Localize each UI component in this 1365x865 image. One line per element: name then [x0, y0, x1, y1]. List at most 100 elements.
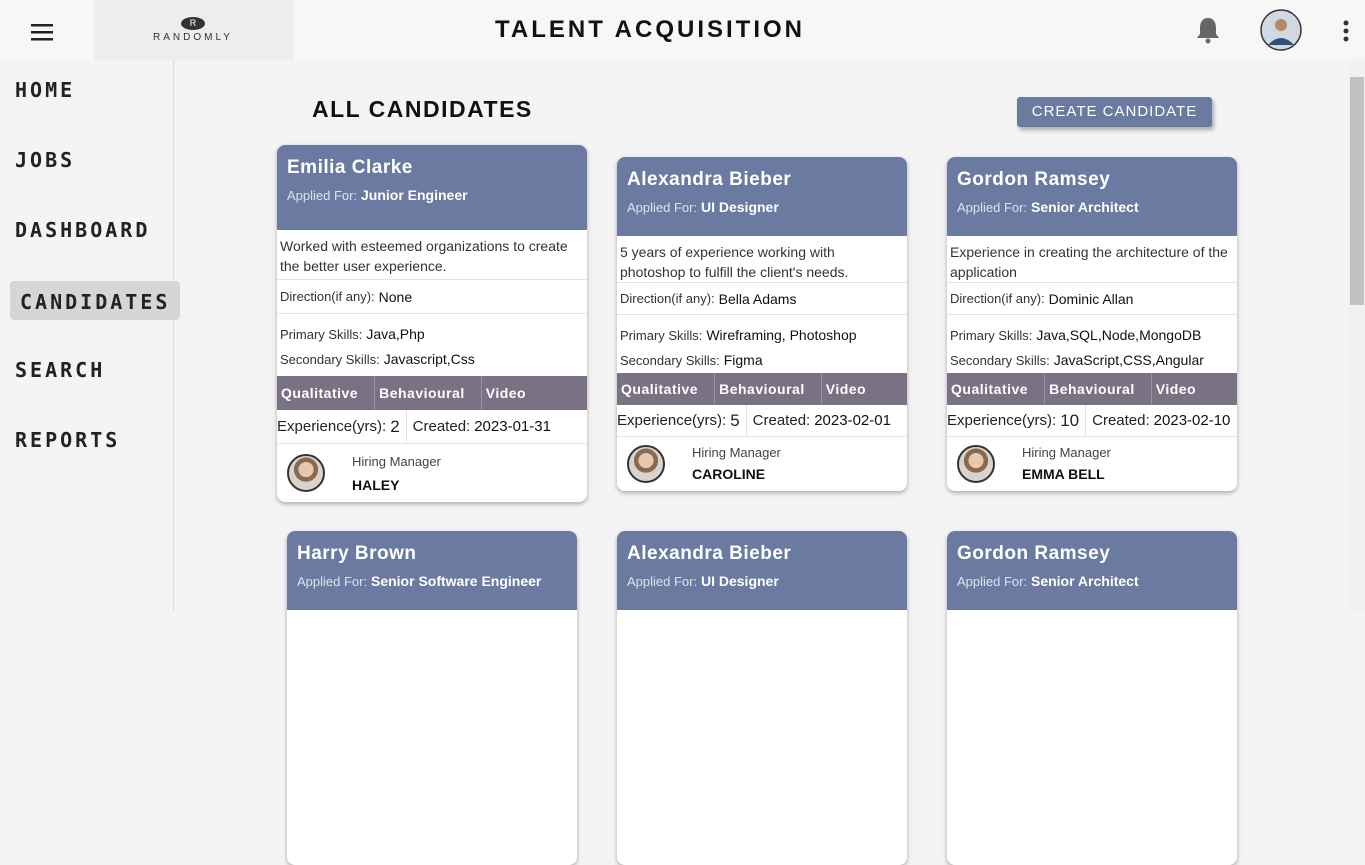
secondary-skills: Secondary Skills: Javascript,Css	[280, 347, 584, 372]
nav-item[interactable]: DASHBOARD	[15, 218, 151, 242]
direction-label: Direction(if any):	[620, 291, 715, 306]
tab[interactable]: Qualitative	[617, 373, 716, 405]
direction-label: Direction(if any):	[280, 289, 375, 304]
applied-for: Applied For: UI Designer	[627, 199, 897, 215]
manager-name: EMMA BELL	[1022, 466, 1105, 482]
skills: Primary Skills: Java,SQL,Node,MongoDB Seco…	[947, 315, 1237, 373]
card-header: Emilia Clarke Applied For: Junior Enginee…	[277, 145, 587, 230]
tab[interactable]: Behavioural	[715, 373, 822, 405]
secondary-skills: Secondary Skills: Figma	[620, 348, 904, 373]
menu-button[interactable]	[31, 24, 53, 42]
direction: Direction(if any): None	[277, 280, 587, 314]
applied-for-label: Applied For:	[627, 574, 698, 589]
notifications[interactable]	[1195, 16, 1221, 44]
tab[interactable]: Behavioural	[375, 376, 482, 410]
secondary-skills: Secondary Skills: JavaScript,CSS,Angular	[950, 348, 1234, 373]
manager-name: HALEY	[352, 477, 400, 493]
applied-for: Applied For: Senior Software Engineer	[297, 573, 567, 589]
tab[interactable]: Qualitative	[947, 373, 1046, 405]
candidate-card[interactable]: Alexandra Bieber Applied For: UI Designer…	[617, 157, 907, 491]
applied-for: Applied For: Senior Architect	[957, 573, 1227, 589]
nav-item[interactable]: SEARCH	[15, 358, 106, 382]
description: 5 years of experience working with photo…	[617, 236, 907, 283]
manager-role: Hiring Manager	[352, 454, 441, 469]
experience-row: Experience(yrs): 2 Created: 2023-01-31	[277, 410, 587, 444]
create-button[interactable]: CREATE CANDIDATE	[1017, 97, 1212, 127]
nav-item[interactable]: HOME	[15, 78, 76, 102]
applied-for-label: Applied For:	[627, 200, 698, 215]
tab[interactable]: Qualitative	[277, 376, 376, 410]
created-value: 2023-02-01	[814, 412, 891, 429]
card-header: Alexandra Bieber Applied For: UI Designer	[617, 531, 907, 610]
manager-avatar	[627, 445, 665, 483]
applied-for-label: Applied For:	[287, 188, 358, 203]
sidebar	[0, 60, 174, 611]
nav-item[interactable]: REPORTS	[15, 428, 121, 452]
primary-skills: Primary Skills: Wireframing, Photoshop	[620, 323, 904, 348]
candidate-name: Gordon Ramsey	[957, 543, 1111, 564]
candidate-card[interactable]: Gordon Ramsey Applied For: Senior Archite…	[947, 531, 1237, 865]
direction-value: None	[378, 288, 413, 305]
primary-skills-value: Java,Php	[366, 326, 425, 342]
nav-item[interactable]: CANDIDATES	[10, 281, 181, 320]
experience-value: 10	[1060, 410, 1080, 430]
tab[interactable]: Video	[825, 381, 867, 397]
candidate-card[interactable]: Emilia Clarke Applied For: Junior Enginee…	[277, 145, 587, 502]
manager-avatar	[957, 445, 995, 483]
experience-value: 5	[730, 410, 740, 430]
direction-label: Direction(if any):	[950, 291, 1045, 306]
logo: RANDOMLY	[153, 32, 233, 43]
tab[interactable]: Video	[1155, 381, 1197, 397]
candidate-card[interactable]: Gordon Ramsey Applied For: Senior Archite…	[947, 157, 1237, 491]
skills: Primary Skills: Wireframing, Photoshop Sec…	[617, 315, 907, 373]
tab[interactable]: Behavioural	[1045, 373, 1152, 405]
page-title: ALL CANDIDATES	[312, 96, 533, 122]
direction-value: Dominic Allan	[1048, 290, 1134, 307]
secondary-skills-label: Secondary Skills:	[620, 353, 720, 368]
candidate-card[interactable]: Alexandra Bieber Applied For: UI Designer	[617, 531, 907, 865]
primary-skills-value: Java,SQL,Node,MongoDB	[1036, 327, 1202, 343]
created-label: Created:	[752, 412, 811, 429]
primary-skills-label: Primary Skills:	[950, 328, 1033, 343]
logo-mark: R	[181, 17, 205, 30]
separator	[1085, 405, 1087, 436]
applied-for: Applied For: Senior Architect	[957, 199, 1227, 215]
manager-role: Hiring Manager	[1022, 445, 1111, 460]
secondary-skills-label: Secondary Skills:	[950, 353, 1050, 368]
experience-value: 2	[390, 416, 400, 436]
applied-for-label: Applied For:	[297, 574, 368, 589]
created-value: 2023-02-10	[1153, 412, 1231, 429]
profile-avatar[interactable]	[1258, 9, 1304, 51]
top-bar: R RANDOMLY TALENT ACQUISITION	[0, 0, 1365, 60]
primary-skills: Primary Skills: Java,SQL,Node,MongoDB	[950, 323, 1234, 348]
candidate-name: Alexandra Bieber	[627, 169, 792, 190]
tab[interactable]: Video	[485, 385, 527, 401]
direction: Direction(if any): Dominic Allan	[947, 283, 1237, 315]
experience-row: Experience(yrs): 10 Created: 2023-02-10	[947, 405, 1237, 437]
secondary-skills-value: JavaScript,CSS,Angular	[1053, 352, 1204, 368]
more-menu[interactable]	[1342, 20, 1350, 42]
applied-for: Applied For: UI Designer	[627, 573, 897, 589]
candidate-card[interactable]: Harry Brown Applied For: Senior Software …	[287, 531, 577, 865]
experience-label: Experience(yrs):	[617, 412, 727, 429]
nav-item[interactable]: JOBS	[15, 148, 76, 172]
separator	[405, 410, 407, 443]
applied-for-value: Senior Architect	[1030, 573, 1139, 589]
applied-for-label: Applied For:	[957, 574, 1028, 589]
candidate-name: Alexandra Bieber	[627, 543, 792, 564]
hiring-manager: Hiring Manager EMMA BELL	[947, 437, 1237, 491]
applied-for-value: Junior Engineer	[360, 187, 468, 203]
secondary-skills-label: Secondary Skills:	[280, 352, 380, 367]
manager-avatar	[287, 454, 325, 492]
created-label: Created:	[412, 418, 471, 435]
tabs: Qualitative Behavioural Video	[947, 373, 1237, 405]
experience-label: Experience(yrs):	[277, 418, 387, 435]
scrollbar-thumb[interactable]	[1350, 77, 1364, 305]
secondary-skills-value: Figma	[723, 352, 763, 368]
experience-label: Experience(yrs):	[947, 412, 1057, 429]
description: Experience in creating the architecture …	[947, 236, 1237, 283]
applied-for: Applied For: Junior Engineer	[287, 187, 577, 203]
primary-skills-value: Wireframing, Photoshop	[706, 327, 857, 343]
candidate-name: Harry Brown	[297, 543, 417, 564]
